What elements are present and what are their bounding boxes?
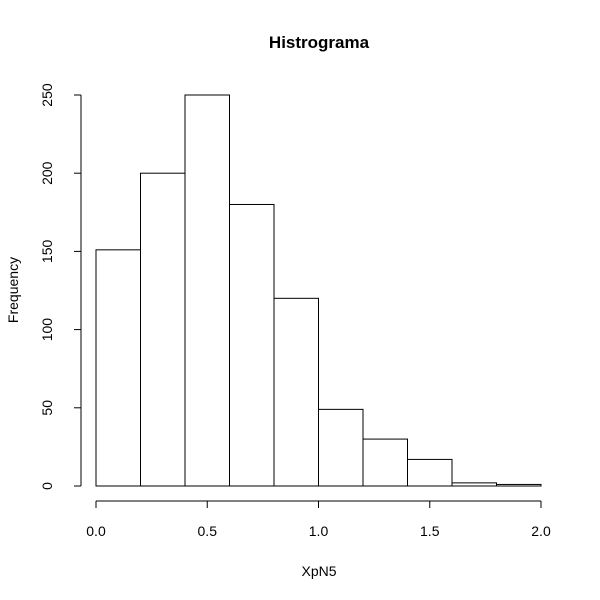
y-tick-label-3: 150 bbox=[39, 240, 55, 264]
y-tick-label-4: 200 bbox=[39, 161, 55, 185]
x-axis-label: XpN5 bbox=[301, 563, 336, 579]
y-tick-label-5: 250 bbox=[39, 83, 55, 107]
y-axis: 0 50 100 150 200 250 bbox=[39, 83, 82, 490]
histogram-bar-4 bbox=[273, 297, 319, 487]
histogram-bar-7 bbox=[407, 458, 453, 487]
y-tick-label-1: 50 bbox=[39, 400, 55, 416]
histogram-bar-3 bbox=[229, 203, 275, 487]
y-tick-label-2: 100 bbox=[39, 318, 55, 342]
histogram-bar-2 bbox=[184, 94, 230, 487]
bars-group bbox=[95, 94, 542, 487]
x-tick-label-0: 0.0 bbox=[86, 523, 106, 539]
histogram-bar-5 bbox=[318, 408, 364, 487]
histogram-bar-6 bbox=[362, 438, 408, 487]
x-tick-label-4: 2.0 bbox=[531, 523, 551, 539]
chart-title: Histrograma bbox=[269, 33, 370, 52]
histogram-bar-0 bbox=[95, 249, 141, 487]
x-tick-label-2: 1.0 bbox=[309, 523, 329, 539]
histogram-bar-9 bbox=[496, 483, 542, 487]
y-axis-label: Frequency bbox=[5, 257, 21, 323]
histogram-bar-8 bbox=[451, 482, 497, 487]
x-axis: 0.0 0.5 1.0 1.5 2.0 bbox=[86, 500, 551, 539]
x-tick-label-1: 0.5 bbox=[198, 523, 218, 539]
histogram-bar-1 bbox=[140, 172, 186, 487]
x-tick-label-3: 1.5 bbox=[420, 523, 440, 539]
y-tick-label-0: 0 bbox=[39, 482, 55, 490]
